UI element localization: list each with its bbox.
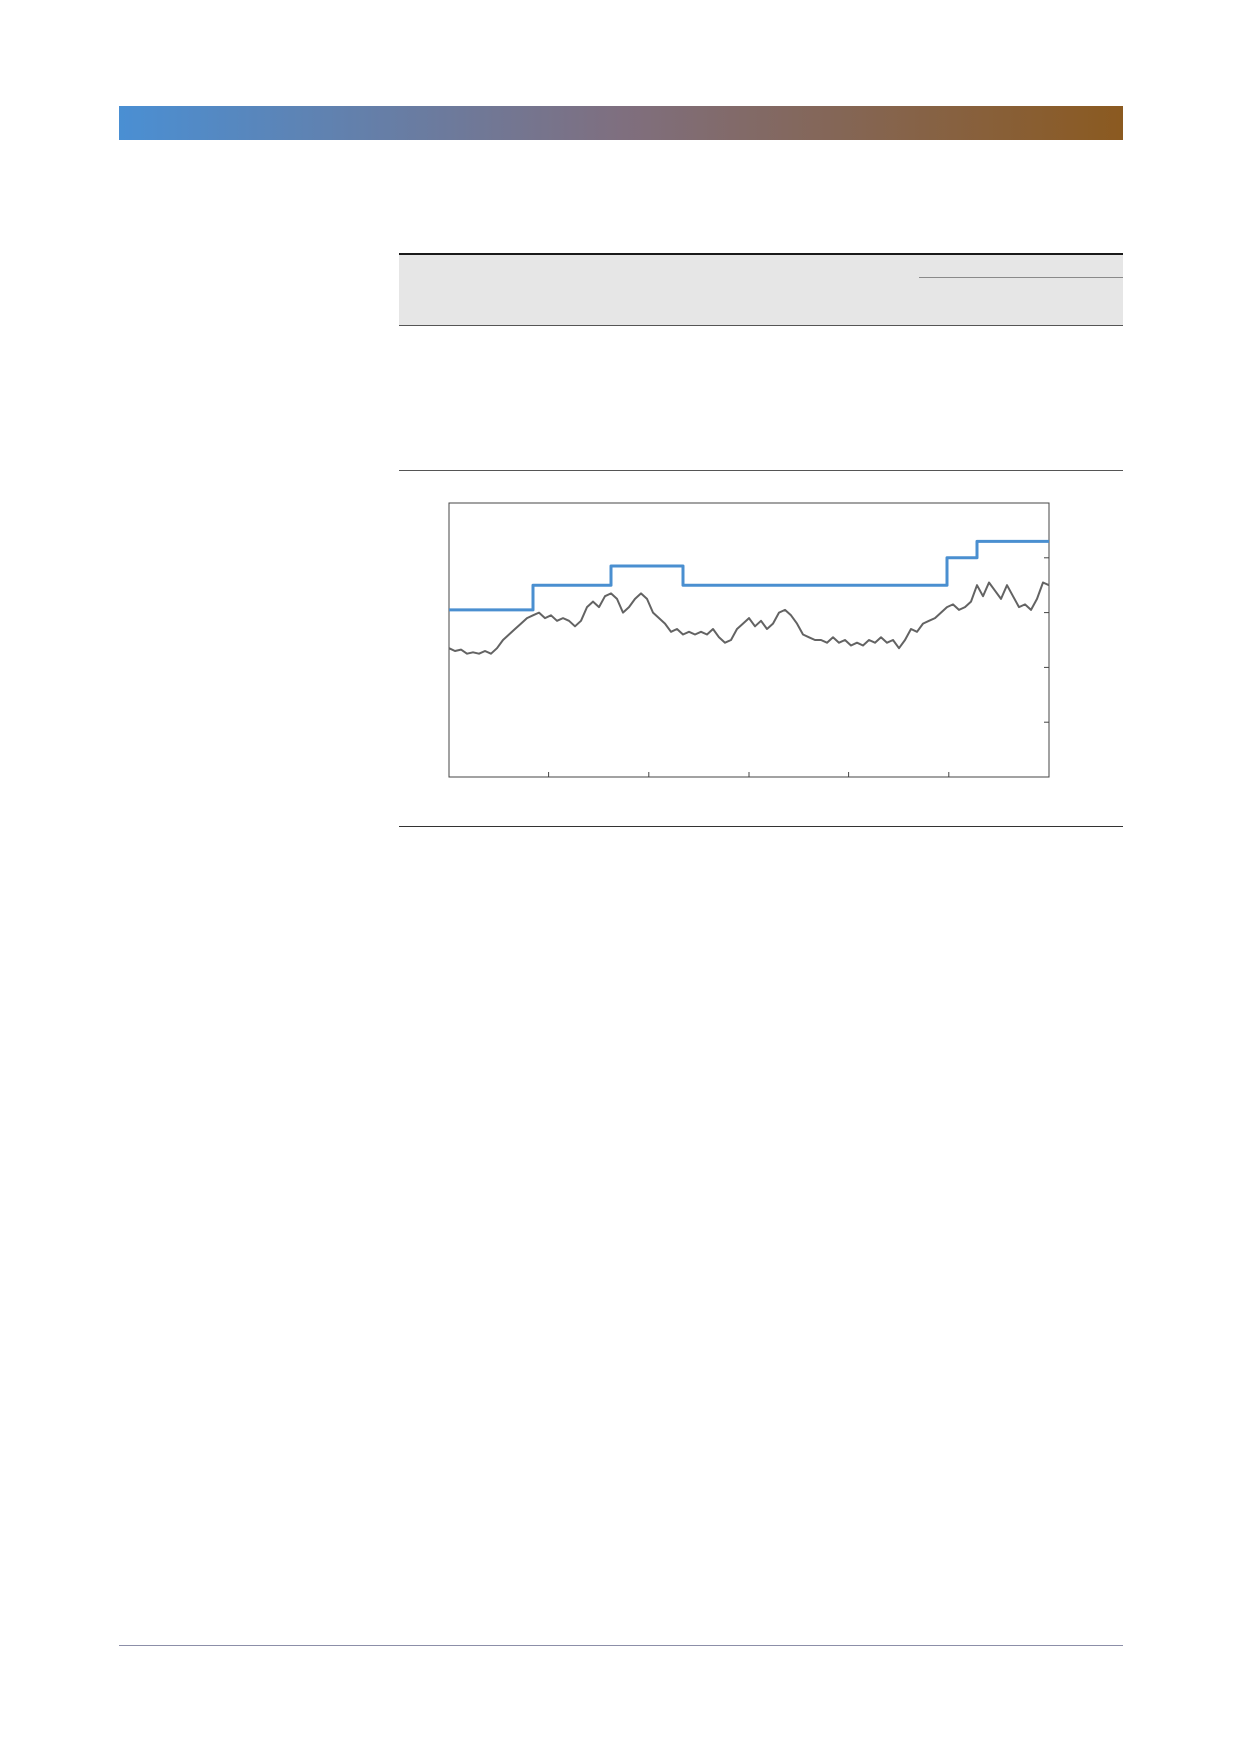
series-price-line xyxy=(448,581,1050,655)
header-color-band xyxy=(119,106,1123,140)
line-chart xyxy=(448,502,1053,780)
table-bottom-rule xyxy=(399,826,1123,827)
table-header xyxy=(399,253,1123,326)
table-row-divider xyxy=(399,470,1123,471)
header-column-group-rule xyxy=(919,277,1123,278)
plot-area-frame xyxy=(448,502,1050,778)
chart-svg xyxy=(448,502,1050,778)
footer-rule xyxy=(119,1645,1123,1646)
series-step-line xyxy=(449,539,1049,612)
